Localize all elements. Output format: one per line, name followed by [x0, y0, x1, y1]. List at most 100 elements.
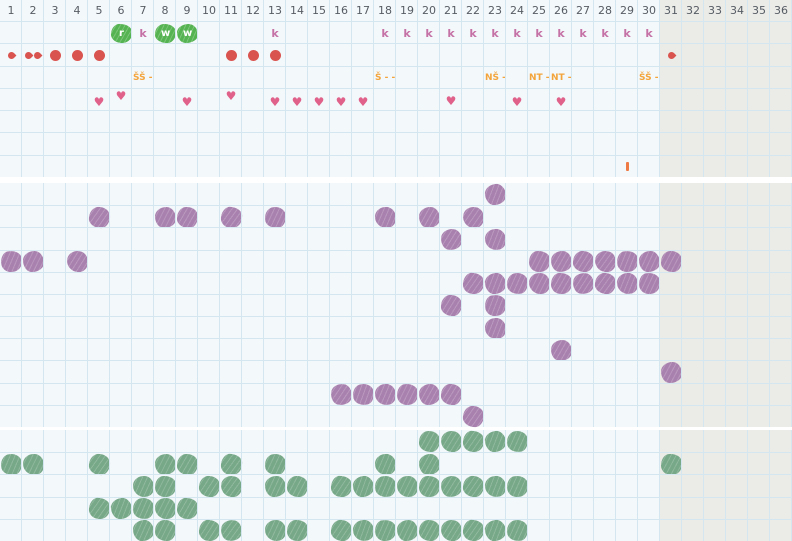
k-letter-marker[interactable]: k [491, 26, 499, 40]
heart-icon[interactable]: ♥ [313, 94, 325, 109]
green-blob-marker[interactable] [109, 496, 133, 521]
green-blob-marker[interactable] [219, 519, 243, 541]
flow-drop-icon[interactable] [0, 44, 22, 66]
green-blob-marker[interactable] [131, 475, 155, 498]
green-blob-marker[interactable] [505, 429, 529, 453]
purple-blob-marker[interactable] [571, 250, 595, 273]
green-blob-marker[interactable] [176, 453, 198, 476]
purple-blob-marker[interactable] [219, 205, 243, 230]
green-blob-marker[interactable] [461, 474, 485, 499]
green-blob-marker[interactable] [351, 474, 375, 499]
note-label[interactable]: Š - - [375, 72, 396, 83]
k-letter-marker[interactable]: k [623, 26, 631, 40]
k-letter-marker[interactable]: k [271, 26, 279, 40]
green-blob-marker[interactable] [505, 519, 529, 541]
green-blob-marker[interactable] [219, 474, 243, 499]
green-blob-marker[interactable] [197, 519, 221, 541]
flow-circle-icon[interactable] [66, 44, 88, 66]
green-blob-marker[interactable] [483, 474, 507, 499]
purple-blob-marker[interactable] [461, 272, 485, 296]
green-blob-marker[interactable] [418, 475, 440, 498]
flow-circle-icon[interactable] [44, 44, 66, 66]
purple-blob-marker[interactable] [87, 205, 111, 229]
purple-blob-marker[interactable] [439, 383, 463, 406]
green-blob-marker[interactable] [263, 475, 287, 498]
green-blob-marker[interactable] [154, 475, 176, 498]
purple-blob-marker[interactable] [483, 272, 507, 296]
green-blob-marker[interactable] [22, 453, 44, 476]
green-blob-marker[interactable] [373, 452, 397, 476]
purple-blob-marker[interactable] [154, 206, 176, 228]
green-blob-marker[interactable] [439, 475, 463, 498]
purple-blob-marker[interactable] [615, 250, 639, 274]
purple-blob-marker[interactable] [373, 205, 397, 229]
heart-icon[interactable]: ♥ [445, 93, 457, 108]
green-blob-marker[interactable] [131, 519, 155, 541]
k-letter-marker[interactable]: k [579, 26, 587, 40]
purple-blob-marker[interactable] [593, 249, 617, 274]
green-blob-marker[interactable] [154, 453, 176, 475]
heart-icon[interactable]: ♥ [225, 88, 237, 103]
green-letter-badge[interactable]: r [109, 22, 133, 44]
purple-blob-marker[interactable] [483, 294, 507, 318]
green-blob-marker[interactable] [461, 429, 485, 453]
green-blob-marker[interactable] [418, 520, 440, 541]
purple-blob-marker[interactable] [571, 272, 595, 296]
green-blob-marker[interactable] [396, 475, 418, 498]
green-letter-badge[interactable]: w [176, 22, 198, 44]
purple-blob-marker[interactable] [483, 182, 507, 206]
purple-blob-marker[interactable] [660, 361, 682, 384]
k-letter-marker[interactable]: k [469, 26, 477, 40]
flow-circle-icon[interactable] [220, 44, 242, 66]
purple-blob-marker[interactable] [329, 383, 353, 407]
purple-blob-marker[interactable] [550, 272, 572, 295]
purple-blob-marker[interactable] [418, 206, 440, 228]
purple-blob-marker[interactable] [351, 382, 375, 407]
purple-blob-marker[interactable] [0, 250, 23, 273]
purple-blob-marker[interactable] [637, 250, 661, 273]
purple-blob-marker[interactable] [176, 206, 198, 229]
purple-blob-marker[interactable] [461, 405, 485, 429]
purple-blob-marker[interactable] [550, 339, 572, 362]
flow-circle-icon[interactable] [88, 44, 110, 66]
purple-blob-marker[interactable] [505, 272, 529, 296]
purple-blob-marker[interactable] [22, 250, 44, 273]
green-blob-marker[interactable] [176, 497, 198, 520]
heart-icon[interactable]: ♥ [335, 94, 347, 109]
heart-icon[interactable]: ♥ [269, 94, 281, 109]
green-blob-marker[interactable] [660, 453, 682, 475]
orange-bar-icon[interactable] [616, 156, 638, 178]
purple-blob-marker[interactable] [483, 227, 507, 252]
purple-blob-marker[interactable] [528, 273, 550, 295]
purple-blob-marker[interactable] [615, 272, 639, 296]
purple-blob-marker[interactable] [418, 384, 440, 406]
green-blob-marker[interactable] [329, 519, 353, 541]
green-blob-marker[interactable] [505, 475, 529, 498]
purple-blob-marker[interactable] [396, 383, 418, 406]
k-letter-marker[interactable]: k [403, 26, 411, 40]
green-blob-marker[interactable] [373, 475, 397, 498]
k-letter-marker[interactable]: k [513, 26, 521, 40]
green-blob-marker[interactable] [263, 453, 287, 476]
green-blob-marker[interactable] [483, 519, 507, 541]
purple-blob-marker[interactable] [483, 316, 507, 340]
flow-circle-icon[interactable] [242, 44, 264, 66]
k-letter-marker[interactable]: k [425, 26, 433, 40]
k-letter-marker[interactable]: k [139, 26, 147, 40]
flow-drop-icon[interactable] [660, 44, 682, 66]
heart-icon[interactable]: ♥ [93, 94, 105, 109]
green-blob-marker[interactable] [154, 498, 176, 520]
green-letter-badge[interactable]: w [154, 22, 176, 44]
purple-blob-marker[interactable] [439, 228, 463, 251]
green-blob-marker[interactable] [373, 519, 397, 541]
k-letter-marker[interactable]: k [557, 26, 565, 40]
flow-double-drop-icon[interactable] [22, 44, 44, 66]
green-blob-marker[interactable] [154, 520, 176, 541]
k-letter-marker[interactable]: k [645, 26, 653, 40]
green-blob-marker[interactable] [286, 520, 308, 541]
k-letter-marker[interactable]: k [381, 26, 389, 40]
k-letter-marker[interactable]: k [535, 26, 543, 40]
green-blob-marker[interactable] [439, 429, 463, 453]
green-blob-marker[interactable] [439, 519, 463, 541]
green-blob-marker[interactable] [483, 429, 507, 453]
